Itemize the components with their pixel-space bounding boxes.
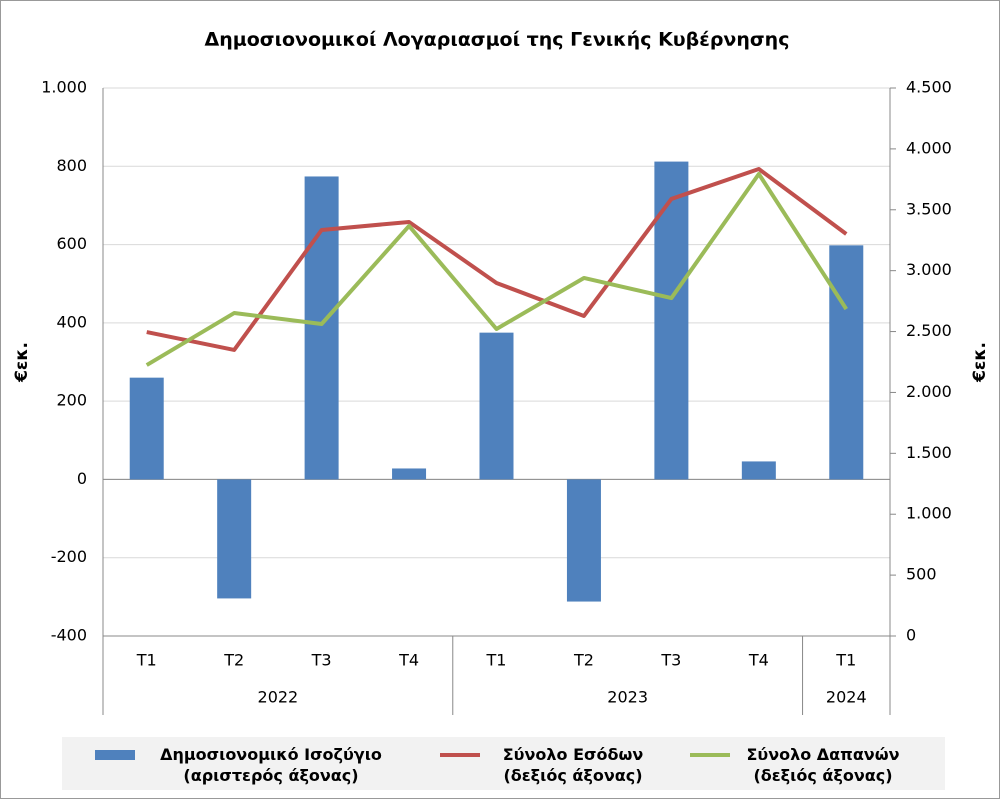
y-tick-label: 0 xyxy=(77,469,87,488)
y2-tick-label: 3.500 xyxy=(906,199,952,218)
y-tick-label: 800 xyxy=(56,156,87,175)
x-tick-label: T1 xyxy=(136,651,157,670)
x-tick-label: T1 xyxy=(835,651,856,670)
bar xyxy=(829,245,864,480)
x-tick-label: T2 xyxy=(223,651,244,670)
y2-tick-label: 0 xyxy=(906,626,916,645)
line xyxy=(145,171,848,367)
y2-axis-title: €εκ. xyxy=(970,342,990,383)
legend-label: Σύνολο Δαπανών (δεξιός άξονας) xyxy=(746,745,899,785)
legend-label: Δημοσιονομικό Ισοζύγιο (αριστερός άξονας) xyxy=(160,745,382,785)
y2-tick-label: 4.000 xyxy=(906,138,952,157)
bar xyxy=(304,176,339,480)
bar xyxy=(566,479,601,602)
x-tick-label: T4 xyxy=(398,651,419,670)
y2-tick-label: 2.500 xyxy=(906,321,952,340)
y-axis-title: €εκ. xyxy=(12,342,32,383)
x-tick-label: T1 xyxy=(486,651,507,670)
legend-label: Σύνολο Εσόδων (δεξιός άξονας) xyxy=(503,745,644,785)
line xyxy=(146,166,848,352)
bar xyxy=(392,468,427,480)
y-tick-label: 1.000 xyxy=(41,78,87,97)
bar xyxy=(654,161,689,480)
y2-tick-label: 3.000 xyxy=(906,260,952,279)
x-tick-label: T3 xyxy=(660,651,681,670)
legend-box xyxy=(62,737,945,790)
legend: Δημοσιονομικό Ισοζύγιο (αριστερός άξονας)… xyxy=(95,745,900,785)
x-tick-label: T3 xyxy=(311,651,332,670)
y2-tick-label: 1.500 xyxy=(906,443,952,462)
y2-tick-label: 2.000 xyxy=(906,382,952,401)
y-tick-label: 200 xyxy=(56,391,87,410)
bar xyxy=(741,461,776,480)
bar xyxy=(129,377,164,480)
y-tick-label: 600 xyxy=(56,234,87,253)
y-tick-label: 400 xyxy=(56,312,87,331)
group-label: 2024 xyxy=(826,688,867,707)
y2-tick-label: 1.000 xyxy=(906,504,952,523)
legend-swatch xyxy=(95,750,135,760)
y-tick-label: -400 xyxy=(51,626,87,645)
x-tick-label: T4 xyxy=(748,651,769,670)
bar xyxy=(479,332,514,480)
group-label: 2023 xyxy=(607,688,648,707)
bar xyxy=(217,479,252,599)
x-tick-label: T2 xyxy=(573,651,594,670)
chart-title: Δημοσιονομικοί Λογαριασμοί της Γενικής Κ… xyxy=(205,29,790,51)
y-tick-label: -200 xyxy=(51,547,87,566)
y2-tick-label: 500 xyxy=(906,565,937,584)
group-label: 2022 xyxy=(258,688,299,707)
y2-tick-label: 4.500 xyxy=(906,78,952,97)
